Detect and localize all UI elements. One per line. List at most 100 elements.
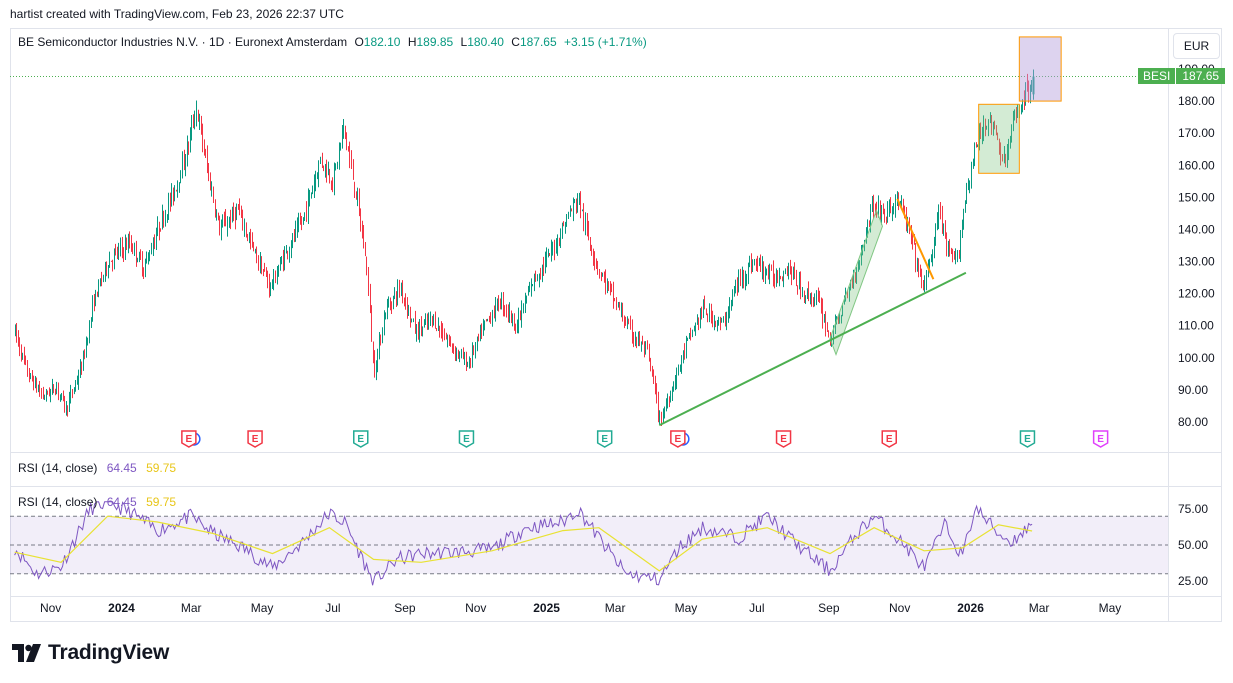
earnings-marker[interactable]: E <box>247 430 263 448</box>
earnings-marker[interactable]: E <box>353 430 369 448</box>
rsi-overlay-label[interactable]: RSI (14, close) 64.45 59.75 <box>18 495 176 509</box>
x-tick-label: Nov <box>889 601 910 615</box>
candle-body <box>503 296 504 310</box>
tradingview-logo-text: TradingView <box>48 641 170 664</box>
earnings-marker-label: E <box>780 434 787 445</box>
candle-body <box>253 242 254 249</box>
candle-body <box>77 381 78 383</box>
earnings-marker[interactable]: E <box>670 430 690 448</box>
candle-body <box>337 163 338 166</box>
price-tick-label: 150.00 <box>1178 190 1215 204</box>
legend-separator: · <box>201 35 206 49</box>
rsi-pane-label[interactable]: RSI (14, close) 64.45 59.75 <box>18 461 176 475</box>
candle-body <box>659 416 660 419</box>
candle-body <box>508 311 509 315</box>
candle-body <box>604 273 605 277</box>
x-tick-label: Mar <box>181 601 202 615</box>
candle-body <box>802 293 803 297</box>
candle-body <box>246 227 247 234</box>
candle-body <box>300 220 301 224</box>
candle-body <box>890 206 891 212</box>
earnings-marker-label: E <box>886 434 893 445</box>
candle-body <box>549 253 550 256</box>
candle-body <box>413 319 414 321</box>
symbol-legend[interactable]: BE Semiconductor Industries N.V. · 1D · … <box>18 35 647 49</box>
earnings-marker-label: E <box>357 434 364 445</box>
earnings-marker[interactable]: E <box>1019 430 1036 448</box>
candle-body <box>379 338 380 352</box>
candle-body <box>845 295 846 301</box>
price-tick-label: 80.00 <box>1178 415 1208 429</box>
candle-body <box>1014 116 1015 120</box>
earnings-marker-shape <box>1092 430 1109 448</box>
candle-body <box>322 157 323 165</box>
candle-body <box>129 239 130 244</box>
tradingview-logo[interactable]: TradingView <box>12 640 169 666</box>
candle-body <box>920 267 921 273</box>
candle-body <box>543 263 544 268</box>
candle-body <box>75 382 76 388</box>
candle-body <box>472 348 473 361</box>
last-price-tag: BESI 187.65 <box>1138 68 1226 84</box>
candle-body <box>467 364 468 366</box>
earnings-marker[interactable]: E <box>596 430 613 448</box>
earnings-marker[interactable]: E <box>1092 430 1109 448</box>
candle-body <box>560 234 561 242</box>
candle-body <box>157 224 158 235</box>
candle-body <box>408 308 409 315</box>
candle-body <box>458 350 459 356</box>
candle-body <box>1000 150 1001 160</box>
earnings-marker[interactable]: E <box>458 430 475 448</box>
candle-body <box>774 280 775 283</box>
candle-body <box>683 351 684 359</box>
candle-body <box>675 382 676 385</box>
candle-body <box>255 249 256 252</box>
candle-body <box>132 248 133 252</box>
candle-body <box>97 292 98 297</box>
candle-body <box>238 208 239 210</box>
currency-button[interactable]: EUR <box>1173 33 1220 59</box>
candle-body <box>596 259 597 265</box>
candle-body <box>63 394 64 397</box>
candle-body <box>44 396 45 398</box>
candle-body <box>174 190 175 198</box>
rsi-tick-label: 25.00 <box>1178 574 1208 588</box>
candle-body <box>343 122 344 134</box>
x-tick-label: Mar <box>1029 601 1050 615</box>
candle-body <box>856 269 857 279</box>
candle-body <box>573 202 574 213</box>
candle-body <box>528 293 529 296</box>
candle-body <box>149 255 150 257</box>
candle-body <box>258 260 259 265</box>
earnings-marker[interactable]: E <box>181 430 201 448</box>
x-tick-label: Nov <box>465 601 486 615</box>
candle-body <box>672 387 673 397</box>
candle-body <box>151 251 152 254</box>
candle-body <box>477 337 478 345</box>
candle-body <box>901 203 902 206</box>
candle-body <box>191 122 192 131</box>
candle-body <box>652 366 653 376</box>
candle-body <box>570 210 571 216</box>
candle-body <box>748 265 749 279</box>
candle-body <box>667 400 668 407</box>
rsi-line <box>14 501 1033 586</box>
candle-body <box>850 284 851 287</box>
candle-body <box>551 247 552 254</box>
candle-body <box>556 246 557 250</box>
candle-body <box>861 249 862 262</box>
earnings-marker-shape <box>1019 430 1036 448</box>
candle-body <box>810 294 811 299</box>
candle-body <box>796 271 797 285</box>
candle-body <box>1025 85 1026 102</box>
candle-body <box>897 197 898 199</box>
candle-body <box>855 274 856 279</box>
earnings-marker[interactable]: E <box>775 430 792 448</box>
candle-body <box>867 220 868 236</box>
candle-body <box>136 243 137 259</box>
candle-body <box>1005 157 1006 164</box>
earnings-marker[interactable]: E <box>881 430 897 448</box>
candle-body <box>605 277 606 288</box>
candle-body <box>619 304 620 311</box>
